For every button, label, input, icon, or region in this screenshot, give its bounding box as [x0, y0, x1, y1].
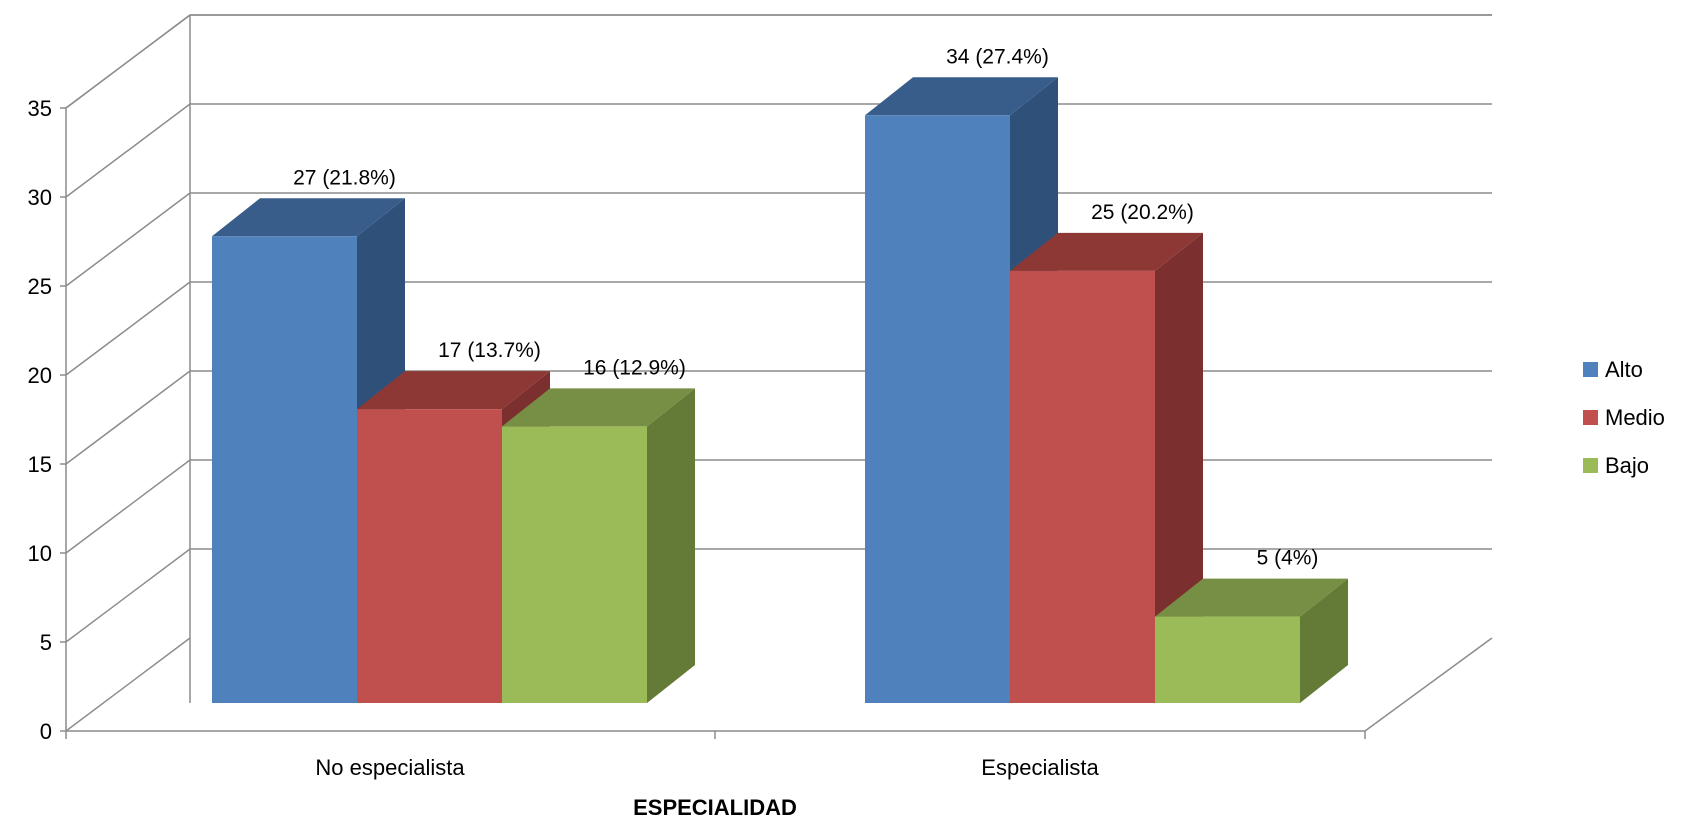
bar-front — [865, 115, 1010, 704]
gridline-diagonal — [65, 637, 191, 732]
bar-top — [1155, 578, 1348, 617]
data-label-bajo-especialista: 5 (4%) — [1257, 547, 1319, 570]
y-tick-label: 35 — [28, 96, 52, 121]
legend-label: Alto — [1605, 357, 1643, 382]
bar-top — [502, 388, 695, 427]
floor-right-edge — [1364, 637, 1493, 732]
y-tick-label: 20 — [28, 363, 52, 388]
x-tick-label-no-especialista: No especialista — [315, 755, 465, 780]
y-tick-label: 25 — [28, 274, 52, 299]
legend-label: Medio — [1605, 405, 1665, 430]
legend-swatch — [1583, 458, 1598, 473]
gridline-diagonal — [65, 370, 191, 465]
y-axis: 0 5 10 15 20 25 30 35 — [28, 96, 66, 744]
bar-side — [1300, 578, 1348, 703]
legend-item-alto: Alto — [1583, 357, 1643, 382]
gridline-diagonal — [65, 14, 191, 109]
data-label-medio-no-especialista: 17 (13.7%) — [438, 339, 541, 362]
data-labels: 27 (21.8%) 17 (13.7%) 16 (12.9%) 34 (27.4%)… — [293, 45, 1318, 569]
gridline-diagonal — [65, 459, 191, 554]
data-label-alto-especialista: 34 (27.4%) — [946, 45, 1049, 68]
legend: Alto Medio Bajo — [1583, 357, 1665, 478]
y-tick-label: 15 — [28, 452, 52, 477]
y-tick-label: 0 — [40, 719, 52, 744]
y-tick-label: 5 — [40, 630, 52, 655]
bar-medio-especialista — [1010, 232, 1203, 703]
legend-swatch — [1583, 362, 1598, 377]
x-axis-title: ESPECIALIDAD — [633, 795, 797, 819]
bar-front — [1155, 616, 1300, 703]
legend-label: Bajo — [1605, 453, 1649, 478]
bar-top — [1010, 232, 1203, 271]
x-axis: No especialista Especialista ESPECIALIDAD — [65, 731, 1366, 819]
gridline-diagonal — [65, 103, 191, 198]
gridlines — [65, 14, 1493, 732]
data-label-bajo-no-especialista: 16 (12.9%) — [583, 356, 686, 379]
y-tick-label: 30 — [28, 185, 52, 210]
data-label-medio-especialista: 25 (20.2%) — [1091, 201, 1194, 224]
bar-top — [357, 371, 550, 410]
gridline-diagonal — [65, 281, 191, 376]
bar-top — [212, 198, 405, 237]
bar-front — [1010, 270, 1155, 703]
chart-walls — [65, 15, 191, 731]
bar-bajo-no-especialista — [502, 388, 695, 703]
legend-item-bajo: Bajo — [1583, 453, 1649, 478]
legend-item-medio: Medio — [1583, 405, 1665, 430]
y-tick-label: 10 — [28, 541, 52, 566]
bar-front — [212, 236, 357, 704]
bar-front — [357, 409, 502, 703]
bar-side — [1155, 232, 1203, 703]
legend-swatch — [1583, 410, 1598, 425]
bar-front — [502, 426, 647, 703]
gridline-diagonal — [65, 548, 191, 643]
data-label-alto-no-especialista: 27 (21.8%) — [293, 166, 396, 189]
x-tick-label-especialista: Especialista — [981, 755, 1099, 780]
bar-bajo-especialista — [1155, 578, 1348, 703]
gridline-diagonal — [65, 192, 191, 287]
bar-side — [647, 388, 695, 703]
bars — [212, 77, 1348, 704]
bar-top — [865, 77, 1058, 116]
